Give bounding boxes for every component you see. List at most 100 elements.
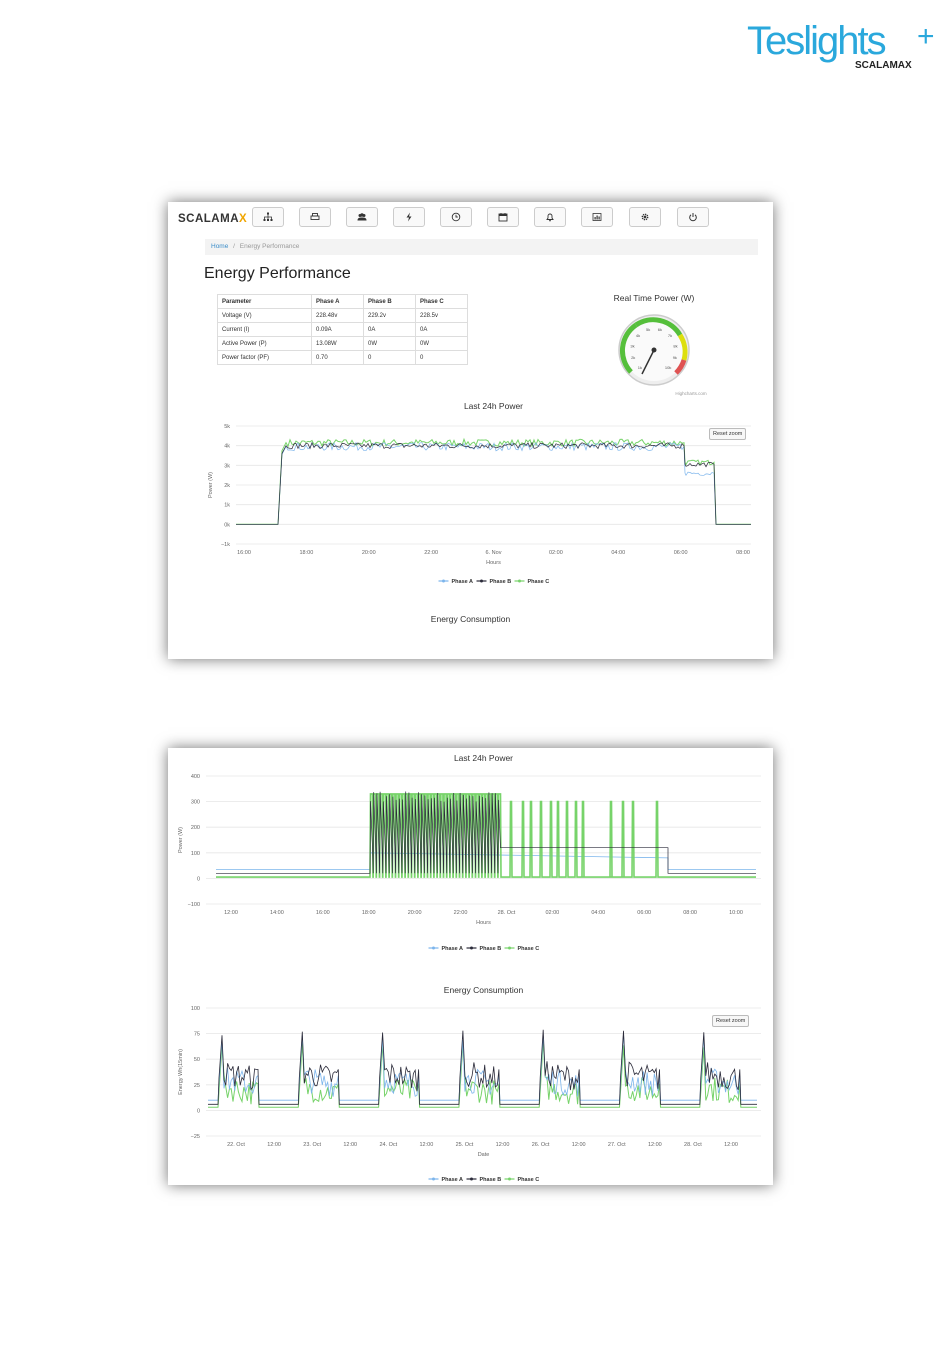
x-tick-label: 26. Oct xyxy=(532,1142,550,1148)
table-cell: Voltage (V) xyxy=(217,308,312,323)
breadcrumb: Home / Energy Performance xyxy=(205,239,758,255)
y-tick-label: 50 xyxy=(194,1057,200,1063)
table-cell: 0W xyxy=(363,336,416,351)
table-row: Active Power (P) 13.08W 0W 0W xyxy=(217,336,468,351)
phase-b-line xyxy=(216,791,756,874)
nav-calendar-button[interactable] xyxy=(487,207,519,227)
gauge-tick-label: 9k xyxy=(673,355,677,360)
y-tick-label: 75 xyxy=(194,1032,200,1038)
reset-zoom-button-2[interactable]: Reset zoom xyxy=(712,1015,750,1027)
x-tick-label: 18:00 xyxy=(299,550,313,556)
legend-marker xyxy=(470,946,473,950)
x-tick-label: 27. Oct xyxy=(608,1142,626,1148)
clock-icon xyxy=(451,212,461,222)
nav-print-button[interactable] xyxy=(299,207,331,227)
x-tick-label: 12:00 xyxy=(496,1142,510,1148)
page-title: Energy Performance xyxy=(204,265,351,282)
gauge-tick-label: 6k xyxy=(658,327,662,332)
x-tick-label: 10:00 xyxy=(729,910,743,916)
last-24h-power-chart-2: Last 24h Power 400 300 200 100 0 −100 12:00 14:0… xyxy=(178,753,761,952)
y-tick-label: 0 xyxy=(197,876,200,882)
x-axis-label: Date xyxy=(478,1152,490,1158)
table-cell: 229.2v xyxy=(363,308,416,323)
phase-b-line xyxy=(208,1029,757,1105)
bell-icon xyxy=(546,213,554,222)
brand-name: Teslights xyxy=(747,19,886,63)
gauge-band-green-2 xyxy=(634,317,683,337)
y-tick-label: 300 xyxy=(191,800,200,806)
x-tick-label: 04:00 xyxy=(591,910,605,916)
gauge-tick-label: 7k xyxy=(668,333,672,338)
legend-marker xyxy=(508,946,511,950)
y-axis-label: Power (W) xyxy=(178,827,184,853)
x-tick-label: 06:00 xyxy=(674,550,688,556)
x-tick-label: 20:00 xyxy=(362,550,376,556)
y-tick-label: 4k xyxy=(224,444,230,450)
brand-sub: SCALAMAX xyxy=(855,60,912,71)
x-tick-label: 16:00 xyxy=(237,550,251,556)
nav-logo[interactable]: SCALAMAX xyxy=(178,213,248,225)
gauge-pivot xyxy=(651,347,657,353)
table-cell: 0.09A xyxy=(311,322,364,337)
nav-logout-button[interactable] xyxy=(677,207,709,227)
table-cell: 13.08W xyxy=(311,336,364,351)
x-tick-label: 12:00 xyxy=(267,1142,281,1148)
legend-label: Phase A xyxy=(442,1177,464,1183)
x-tick-label: 12:00 xyxy=(343,1142,357,1148)
power-icon xyxy=(689,213,697,222)
x-tick-label: 18:00 xyxy=(362,910,376,916)
y-tick-label: 2k xyxy=(224,483,230,489)
breadcrumb-home-link[interactable]: Home xyxy=(211,243,229,250)
y-tick-label: 100 xyxy=(191,851,200,857)
y-tick-label: 0k xyxy=(224,522,230,528)
nav-energy-button[interactable] xyxy=(393,207,425,227)
gauge-title: Real Time Power (W) xyxy=(614,293,695,303)
legend-label: Phase C xyxy=(528,579,550,585)
table-header: Phase B xyxy=(363,294,416,309)
y-axis-label: Power (W) xyxy=(208,472,214,498)
gear-icon xyxy=(641,213,649,221)
energy-consumption-title: Energy Consumption xyxy=(430,614,511,624)
table-cell: 0A xyxy=(415,322,468,337)
highcharts-credit[interactable]: Highcharts.com xyxy=(675,391,707,396)
y-tick-label: 100 xyxy=(191,1006,200,1012)
nav-settings-button[interactable] xyxy=(629,207,661,227)
gauge-band-yellow xyxy=(677,333,688,361)
legend-label: Phase A xyxy=(452,579,474,585)
table-row: Power factor (PF) 0.70 0 0 xyxy=(217,350,468,365)
x-tick-label: 23. Oct xyxy=(303,1142,321,1148)
table-header: Phase A xyxy=(311,294,364,309)
users-icon xyxy=(357,213,367,221)
table-cell: Power factor (PF) xyxy=(217,350,312,365)
legend-marker xyxy=(508,1177,511,1181)
y-tick-label: 3k xyxy=(224,463,230,469)
x-tick-label: 12:00 xyxy=(572,1142,586,1148)
x-tick-label: 02:00 xyxy=(545,910,559,916)
phase-c-line xyxy=(236,437,751,525)
x-tick-label: 12:00 xyxy=(224,910,238,916)
gauge-band-red xyxy=(674,359,687,375)
legend-label: Phase A xyxy=(442,946,464,952)
x-tick-label: 08:00 xyxy=(683,910,697,916)
phase-parameters-table: Parameter Phase A Phase B Phase C Voltag… xyxy=(217,294,468,365)
x-tick-label: 28. Oct xyxy=(498,910,516,916)
legend-marker xyxy=(470,1177,473,1181)
table-cell: 228.48v xyxy=(311,308,364,323)
phase-a-line xyxy=(236,441,751,525)
y-axis-label: Energy Wh(15min) xyxy=(178,1049,184,1095)
gauge-needle xyxy=(641,349,655,375)
nav-reports-button[interactable] xyxy=(581,207,613,227)
nav-users-button[interactable] xyxy=(346,207,378,227)
nav-alarms-button[interactable] xyxy=(534,207,566,227)
nav-topology-button[interactable] xyxy=(252,207,284,227)
reset-zoom-button[interactable]: Reset zoom xyxy=(709,428,747,440)
table-cell: 0 xyxy=(415,350,468,365)
table-cell: 228.5v xyxy=(415,308,468,323)
table-cell: 0 xyxy=(363,350,416,365)
x-tick-label: 06:00 xyxy=(637,910,651,916)
nav-clock-button[interactable] xyxy=(440,207,472,227)
x-tick-label: 22. Oct xyxy=(227,1142,245,1148)
y-tick-label: 400 xyxy=(191,774,200,780)
legend-marker xyxy=(518,579,521,583)
